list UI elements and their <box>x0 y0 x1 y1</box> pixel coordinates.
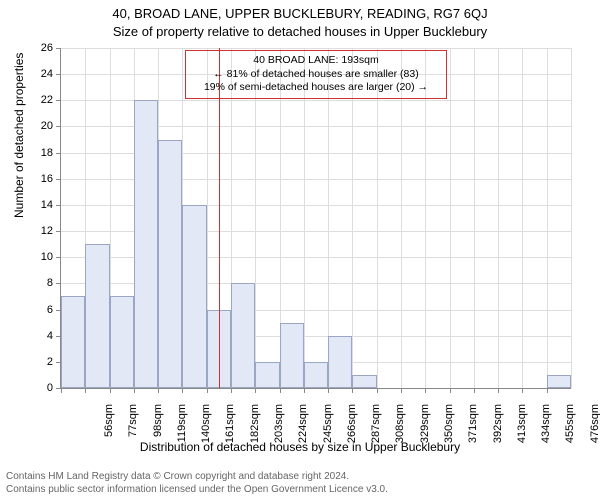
y-tick-label: 12 <box>33 225 53 237</box>
y-tick-label: 16 <box>33 173 53 185</box>
x-tick-mark <box>401 388 402 393</box>
y-tick-mark <box>56 231 61 232</box>
histogram-bar <box>304 362 328 388</box>
x-tick-mark <box>182 388 183 393</box>
histogram-bar <box>547 375 571 388</box>
x-tick-mark <box>352 388 353 393</box>
y-tick-label: 18 <box>33 147 53 159</box>
title-main: 40, BROAD LANE, UPPER BUCKLEBURY, READIN… <box>0 6 600 21</box>
grid-line-v <box>450 48 451 388</box>
histogram-bar <box>280 323 304 388</box>
x-tick-mark <box>231 388 232 393</box>
grid-line-v <box>255 48 256 388</box>
x-tick-mark <box>328 388 329 393</box>
grid-line-v <box>474 48 475 388</box>
x-tick-mark <box>134 388 135 393</box>
grid-line-v <box>522 48 523 388</box>
x-tick-mark <box>304 388 305 393</box>
x-axis-label: Distribution of detached houses by size … <box>0 440 600 454</box>
y-tick-mark <box>56 257 61 258</box>
histogram-bar <box>85 244 109 388</box>
y-tick-label: 0 <box>33 382 53 394</box>
footer-line1: Contains HM Land Registry data © Crown c… <box>6 471 388 484</box>
y-tick-label: 4 <box>33 330 53 342</box>
histogram-bar <box>158 140 182 388</box>
x-tick-mark <box>498 388 499 393</box>
grid-line-v <box>498 48 499 388</box>
grid-line-v <box>425 48 426 388</box>
histogram-bar <box>182 205 206 388</box>
y-tick-mark <box>56 74 61 75</box>
footer-line2: Contains public sector information licen… <box>6 484 388 497</box>
histogram-bar <box>231 283 255 388</box>
reference-line <box>219 48 220 388</box>
annotation-line2: ← 81% of detached houses are smaller (83… <box>192 68 440 82</box>
chart-container: 40, BROAD LANE, UPPER BUCKLEBURY, READIN… <box>0 0 600 500</box>
y-tick-mark <box>56 205 61 206</box>
grid-line-v <box>547 48 548 388</box>
x-tick-mark <box>450 388 451 393</box>
y-axis-label: Number of detached properties <box>12 53 26 218</box>
y-tick-label: 20 <box>33 120 53 132</box>
histogram-bar <box>255 362 279 388</box>
histogram-bar <box>134 100 158 388</box>
y-tick-label: 6 <box>33 304 53 316</box>
y-tick-label: 24 <box>33 68 53 80</box>
annotation-line3: 19% of semi-detached houses are larger (… <box>192 81 440 95</box>
y-tick-mark <box>56 100 61 101</box>
y-tick-label: 2 <box>33 356 53 368</box>
x-tick-mark <box>474 388 475 393</box>
x-tick-mark <box>158 388 159 393</box>
y-tick-mark <box>56 179 61 180</box>
grid-line-v <box>571 48 572 388</box>
x-tick-mark <box>522 388 523 393</box>
grid-line-h <box>61 48 571 49</box>
x-tick-mark <box>255 388 256 393</box>
y-tick-label: 22 <box>33 94 53 106</box>
x-tick-mark <box>425 388 426 393</box>
y-tick-label: 14 <box>33 199 53 211</box>
grid-line-v <box>377 48 378 388</box>
y-tick-label: 8 <box>33 277 53 289</box>
title-sub: Size of property relative to detached ho… <box>0 24 600 39</box>
x-tick-mark <box>85 388 86 393</box>
x-tick-mark <box>377 388 378 393</box>
y-tick-mark <box>56 153 61 154</box>
grid-line-v <box>304 48 305 388</box>
annotation-box: 40 BROAD LANE: 193sqm ← 81% of detached … <box>185 50 447 99</box>
x-tick-mark <box>207 388 208 393</box>
histogram-bar <box>328 336 352 388</box>
x-tick-mark <box>547 388 548 393</box>
annotation-line1: 40 BROAD LANE: 193sqm <box>192 54 440 68</box>
x-tick-mark <box>110 388 111 393</box>
plot-area: 0246810121416182022242656sqm77sqm98sqm11… <box>60 48 571 389</box>
y-tick-label: 10 <box>33 251 53 263</box>
y-tick-label: 26 <box>33 42 53 54</box>
histogram-bar <box>61 296 85 388</box>
y-tick-mark <box>56 283 61 284</box>
x-tick-mark <box>280 388 281 393</box>
x-tick-mark <box>61 388 62 393</box>
y-tick-mark <box>56 126 61 127</box>
histogram-bar <box>352 375 376 388</box>
footer: Contains HM Land Registry data © Crown c… <box>6 471 388 496</box>
grid-line-v <box>352 48 353 388</box>
y-tick-mark <box>56 48 61 49</box>
grid-line-v <box>401 48 402 388</box>
histogram-bar <box>110 296 134 388</box>
